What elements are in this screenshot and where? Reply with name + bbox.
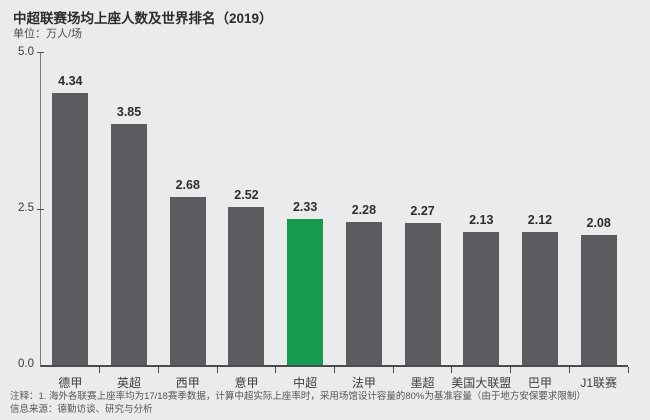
bar-1: [111, 124, 148, 365]
chart-unit-label: 单位：万人/场: [13, 28, 83, 40]
bar-group-8: 2.12 巴甲: [511, 52, 570, 390]
bar-group-0: 4.34 德甲: [41, 52, 100, 390]
bar-group-5: 2.28 法甲: [335, 52, 394, 390]
bar-category-label-6: 墨超: [410, 376, 435, 390]
bar-value-label-6: 2.27: [410, 203, 435, 218]
bar-category-label-3: 意甲: [234, 376, 259, 390]
bar-group-4: 2.33 中超: [276, 52, 335, 390]
footnote-source: 信息来源：德勤访谈、研究与分析: [10, 404, 153, 415]
bar-6: [404, 222, 441, 365]
bar-category-label-1: 英超: [117, 376, 142, 390]
bar-group-2: 2.68 西甲: [158, 52, 218, 390]
chart-title: 中超联赛场均上座人数及世界排名（2019）: [13, 11, 273, 26]
bar-value-label-4: 2.33: [292, 200, 318, 215]
bar-category-label-2: 西甲: [175, 376, 200, 390]
footnote-note: 注释：1. 海外各联赛上座率均为17/18赛季数据，计算中超实际上座率时，采用场…: [10, 391, 586, 402]
bar-category-label-4: 中超: [293, 376, 318, 390]
bar-category-label-8: 巴甲: [527, 376, 552, 390]
bar-2: [169, 197, 206, 365]
y-axis-tick-label-0: 0.0: [18, 358, 34, 370]
bar-7: [463, 231, 500, 365]
bar-category-label-7: 美国大联盟: [451, 376, 512, 390]
bar-value-label-3: 2.52: [234, 188, 259, 203]
bar-value-label-2: 2.68: [175, 178, 200, 193]
bar-group-7: 2.13 美国大联盟: [451, 52, 511, 390]
y-axis-tick-label-5: 5.0: [18, 46, 34, 58]
y-axis-tick-5: [37, 52, 44, 53]
bar-group-9: 2.08 J1联赛: [569, 52, 629, 390]
bar-value-label-8: 2.12: [527, 213, 553, 228]
bar-5: [345, 222, 382, 365]
y-axis-tick-2-5: [37, 208, 44, 210]
bar-group-6: 2.27 墨超: [393, 52, 453, 390]
bar-category-label-0: 德甲: [58, 376, 83, 390]
bar-value-label-7: 2.13: [469, 212, 494, 227]
bar-3: [228, 207, 265, 365]
bar-0: [52, 93, 89, 365]
plot-area: 4.34 德甲 3.85 英超 2.68 西甲 2.52 意甲 2.33 中超 2.28 法甲 2.27…: [37, 52, 629, 390]
bar-8: [521, 232, 558, 365]
bar-value-label-1: 3.85: [116, 105, 142, 119]
bar-9: [580, 234, 617, 365]
bar-group-1: 3.85 英超: [100, 52, 159, 390]
bar-value-label-5: 2.28: [351, 203, 377, 218]
bar-category-label-5: 法甲: [351, 376, 376, 390]
bar-category-label-9: J1联赛: [580, 376, 618, 390]
bar-value-label-0: 4.34: [58, 74, 83, 89]
bar-4: [287, 219, 324, 365]
bar-value-label-9: 2.08: [586, 215, 611, 230]
bar-series: 4.34 德甲 3.85 英超 2.68 西甲 2.52 意甲 2.33 中超 2.28 法甲 2.27…: [41, 52, 629, 390]
y-axis-tick-label-2-5: 2.5: [18, 202, 34, 214]
bar-group-3: 2.52 意甲: [217, 52, 277, 390]
